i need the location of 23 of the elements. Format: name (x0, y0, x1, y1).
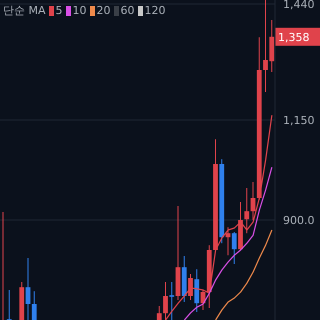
y-tick-label: 1,150 (283, 114, 314, 127)
candlestick (250, 182, 256, 220)
legend-label: 5 (56, 4, 63, 17)
candlestick (244, 188, 250, 234)
candlestick (6, 290, 12, 320)
legend-title: 단순 MA (3, 3, 46, 18)
y-tick-label: 900.0 (283, 214, 314, 227)
candlestick (188, 274, 193, 300)
candlestick (226, 226, 230, 256)
candlestick (156, 306, 162, 320)
legend-label: 20 (96, 4, 111, 17)
candlestick (32, 290, 37, 320)
line-series (184, 166, 272, 320)
candlestick (26, 258, 30, 320)
legend-label: 60 (120, 4, 135, 17)
line-series (215, 229, 272, 320)
text: 1,358 (278, 30, 310, 44)
legend-label: 120 (144, 4, 166, 17)
candlestick (169, 282, 174, 320)
candlestick (232, 232, 237, 264)
y-tick-label: 1,440 (283, 0, 314, 11)
candlestick (200, 290, 206, 310)
legend-label: 10 (72, 4, 87, 17)
